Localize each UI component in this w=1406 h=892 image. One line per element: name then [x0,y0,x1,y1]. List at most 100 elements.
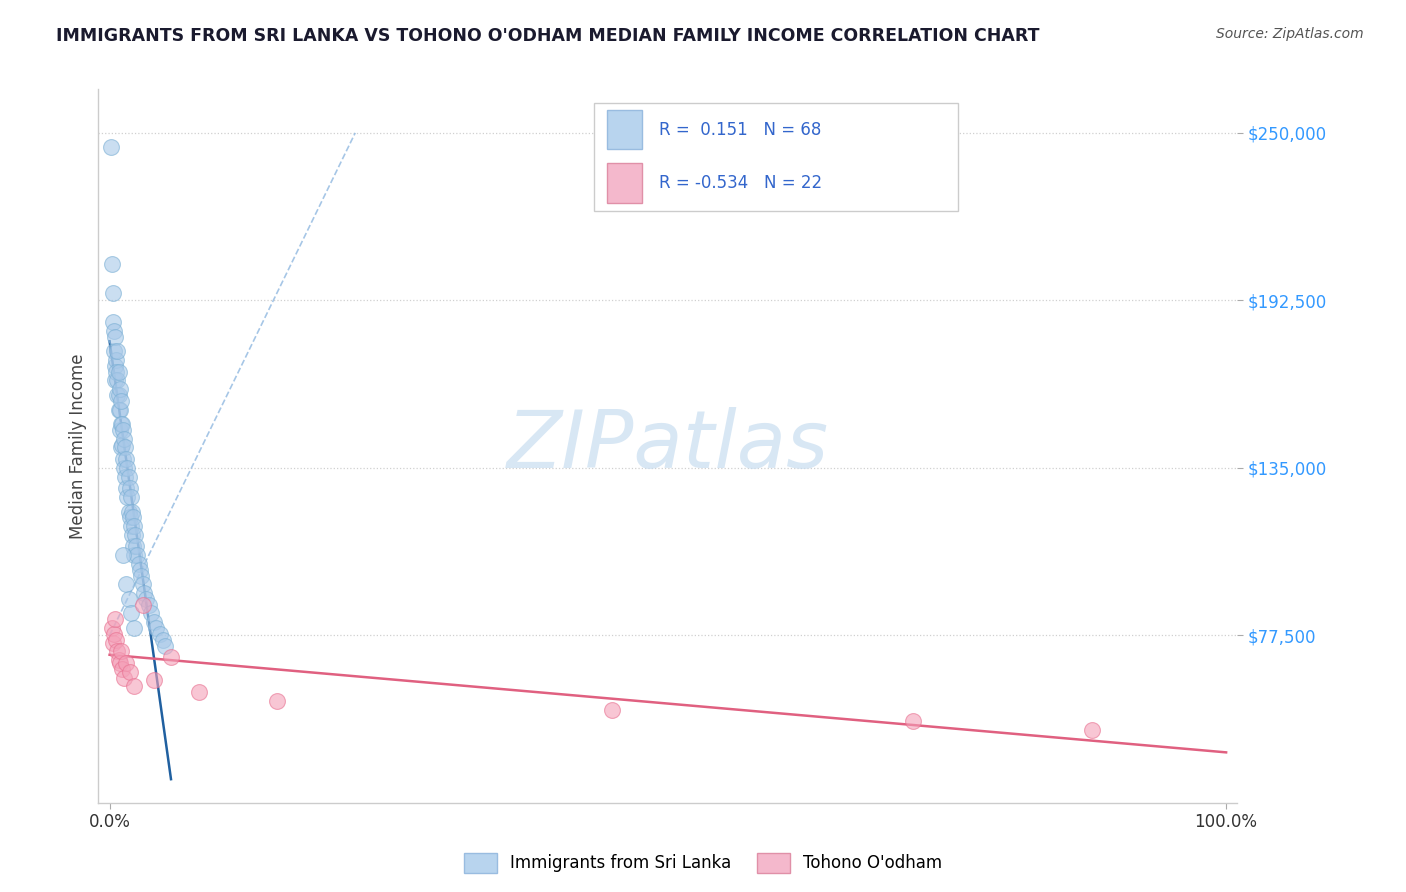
Point [105,632,128,647]
Point [107,374,129,388]
Point [108,656,131,670]
Point [138,598,160,612]
Point [600,703,623,717]
Point [903,714,925,729]
Point [111,437,134,451]
Point [266,694,288,708]
Point [104,374,127,388]
Legend: Immigrants from Sri Lanka, Tohono O'odham: Immigrants from Sri Lanka, Tohono O'odha… [457,847,949,880]
Point [117,591,139,606]
Point [132,598,155,612]
Point [115,481,138,495]
Y-axis label: Median Family Income: Median Family Income [69,353,87,539]
Point [107,365,129,379]
Point [101,315,124,329]
Point [118,665,141,679]
Point [117,469,139,483]
Point [115,577,138,591]
Text: Source: ZipAtlas.com: Source: ZipAtlas.com [1216,27,1364,41]
Point [110,417,132,432]
Point [110,644,132,658]
Point [118,510,141,524]
Point [110,441,132,455]
Point [143,615,166,630]
Point [122,621,145,635]
Point [105,353,128,368]
Point [115,656,138,670]
Point [114,441,136,455]
Point [101,257,124,271]
Point [110,393,132,408]
Point [149,627,172,641]
Point [107,644,129,658]
Point [107,388,129,402]
Point [122,548,145,562]
Point [152,632,174,647]
Point [107,344,129,359]
FancyBboxPatch shape [607,110,641,149]
Point [112,671,135,685]
Point [121,528,143,542]
Point [118,481,141,495]
Point [101,286,124,301]
Point [122,510,145,524]
Point [103,344,125,359]
Point [107,653,129,667]
Point [125,540,148,554]
Point [129,568,152,582]
Point [111,452,134,467]
Point [160,650,183,665]
Point [139,607,162,621]
Point [104,612,127,626]
Point [112,460,135,475]
Point [111,423,134,437]
Point [120,519,142,533]
Point [115,452,138,467]
Point [111,417,134,432]
Point [117,460,139,475]
Point [132,577,155,591]
Point [117,490,139,504]
Text: ZIPatlas: ZIPatlas [506,407,830,485]
FancyBboxPatch shape [607,163,641,202]
Point [122,679,145,693]
Point [143,673,166,688]
Point [134,586,156,600]
Point [120,490,142,504]
Point [122,540,145,554]
Point [103,627,125,641]
Point [111,548,134,562]
Point [120,607,142,621]
Point [104,330,127,344]
Point [108,382,131,396]
Text: R = -0.534   N = 22: R = -0.534 N = 22 [659,174,823,192]
Point [127,548,149,562]
Point [124,528,146,542]
Point [121,504,143,518]
Point [108,423,131,437]
Point [155,639,177,653]
Point [108,402,131,417]
Text: R =  0.151   N = 68: R = 0.151 N = 68 [659,120,821,138]
Point [101,635,124,649]
Point [145,621,167,635]
Text: IMMIGRANTS FROM SRI LANKA VS TOHONO O'ODHAM MEDIAN FAMILY INCOME CORRELATION CHA: IMMIGRANTS FROM SRI LANKA VS TOHONO O'OD… [56,27,1040,45]
Point [112,432,135,446]
Point [101,621,124,635]
Point [114,469,136,483]
Point [187,685,209,699]
Point [107,388,129,402]
Point [111,662,134,676]
Point [122,519,145,533]
Point [1081,723,1104,737]
Point [103,324,125,338]
Point [100,140,122,154]
FancyBboxPatch shape [593,103,959,211]
Point [104,359,127,373]
Point [117,504,139,518]
Point [128,563,150,577]
Point [135,591,157,606]
Point [128,557,150,571]
Point [105,365,128,379]
Point [107,402,129,417]
